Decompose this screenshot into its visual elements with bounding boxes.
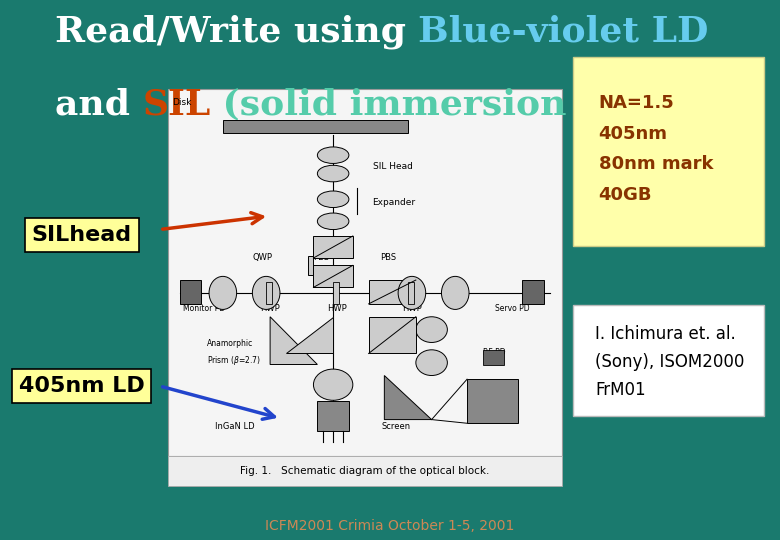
Ellipse shape: [416, 350, 448, 375]
Text: I. Ichimura et. al.
(Sony), ISOM2000
FrM01: I. Ichimura et. al. (Sony), ISOM2000 FrM…: [595, 326, 745, 399]
Ellipse shape: [317, 165, 349, 182]
Ellipse shape: [398, 276, 426, 309]
Text: 405nm LD: 405nm LD: [19, 376, 145, 396]
Text: PBS: PBS: [314, 253, 329, 262]
Ellipse shape: [314, 369, 353, 400]
Bar: [483, 350, 505, 364]
Text: and: and: [55, 87, 142, 122]
Polygon shape: [385, 375, 431, 420]
Text: Expander: Expander: [373, 198, 416, 207]
Text: InGaN LD: InGaN LD: [215, 422, 254, 431]
Ellipse shape: [416, 317, 448, 342]
Text: RF PD: RF PD: [483, 348, 505, 357]
Bar: [317, 401, 349, 430]
Bar: [369, 317, 416, 354]
Text: HWP: HWP: [261, 304, 280, 313]
Text: QWP: QWP: [252, 253, 272, 262]
Text: SIL Head: SIL Head: [373, 161, 413, 171]
Bar: [333, 282, 339, 304]
Bar: [223, 120, 408, 133]
Text: PBS: PBS: [380, 253, 396, 262]
Text: Prism ($\beta$=2.7): Prism ($\beta$=2.7): [207, 354, 261, 367]
FancyBboxPatch shape: [573, 305, 764, 416]
Text: Monitor PD: Monitor PD: [183, 304, 225, 313]
Text: Camera: Camera: [484, 414, 513, 423]
Ellipse shape: [317, 147, 349, 164]
Bar: [314, 236, 353, 258]
Bar: [314, 265, 353, 287]
Ellipse shape: [441, 276, 469, 309]
Text: Blue-violet LD: Blue-violet LD: [418, 15, 708, 49]
Text: SIL: SIL: [142, 87, 211, 122]
Ellipse shape: [209, 276, 236, 309]
Text: Screen: Screen: [381, 422, 411, 431]
FancyBboxPatch shape: [168, 89, 562, 456]
Text: Fig. 1.   Schematic diagram of the optical block.: Fig. 1. Schematic diagram of the optical…: [240, 466, 489, 476]
Bar: [179, 280, 201, 304]
Ellipse shape: [317, 213, 349, 230]
Ellipse shape: [317, 191, 349, 207]
Polygon shape: [270, 317, 317, 364]
Text: CCD: CCD: [491, 400, 507, 409]
Text: Anamorphic: Anamorphic: [207, 339, 254, 348]
Text: HWP: HWP: [327, 304, 347, 313]
Text: NA=1.5
405nm
80nm mark
40GB: NA=1.5 405nm 80nm mark 40GB: [599, 94, 713, 204]
Text: (solid immersion lens): (solid immersion lens): [211, 87, 680, 122]
Text: SILhead: SILhead: [32, 225, 132, 245]
Bar: [266, 282, 272, 304]
Text: Disk: Disk: [172, 98, 191, 107]
Text: HWP: HWP: [402, 304, 422, 313]
FancyBboxPatch shape: [168, 456, 562, 486]
Polygon shape: [285, 317, 333, 354]
Bar: [307, 256, 314, 274]
FancyBboxPatch shape: [573, 57, 764, 246]
Text: Servo PD: Servo PD: [495, 304, 530, 313]
Ellipse shape: [253, 276, 280, 309]
Bar: [369, 280, 416, 304]
Bar: [523, 280, 544, 304]
Text: Read/Write using: Read/Write using: [55, 14, 418, 49]
Bar: [408, 282, 414, 304]
Bar: [467, 379, 518, 423]
Text: ICFM2001 Crimia October 1-5, 2001: ICFM2001 Crimia October 1-5, 2001: [265, 519, 515, 534]
